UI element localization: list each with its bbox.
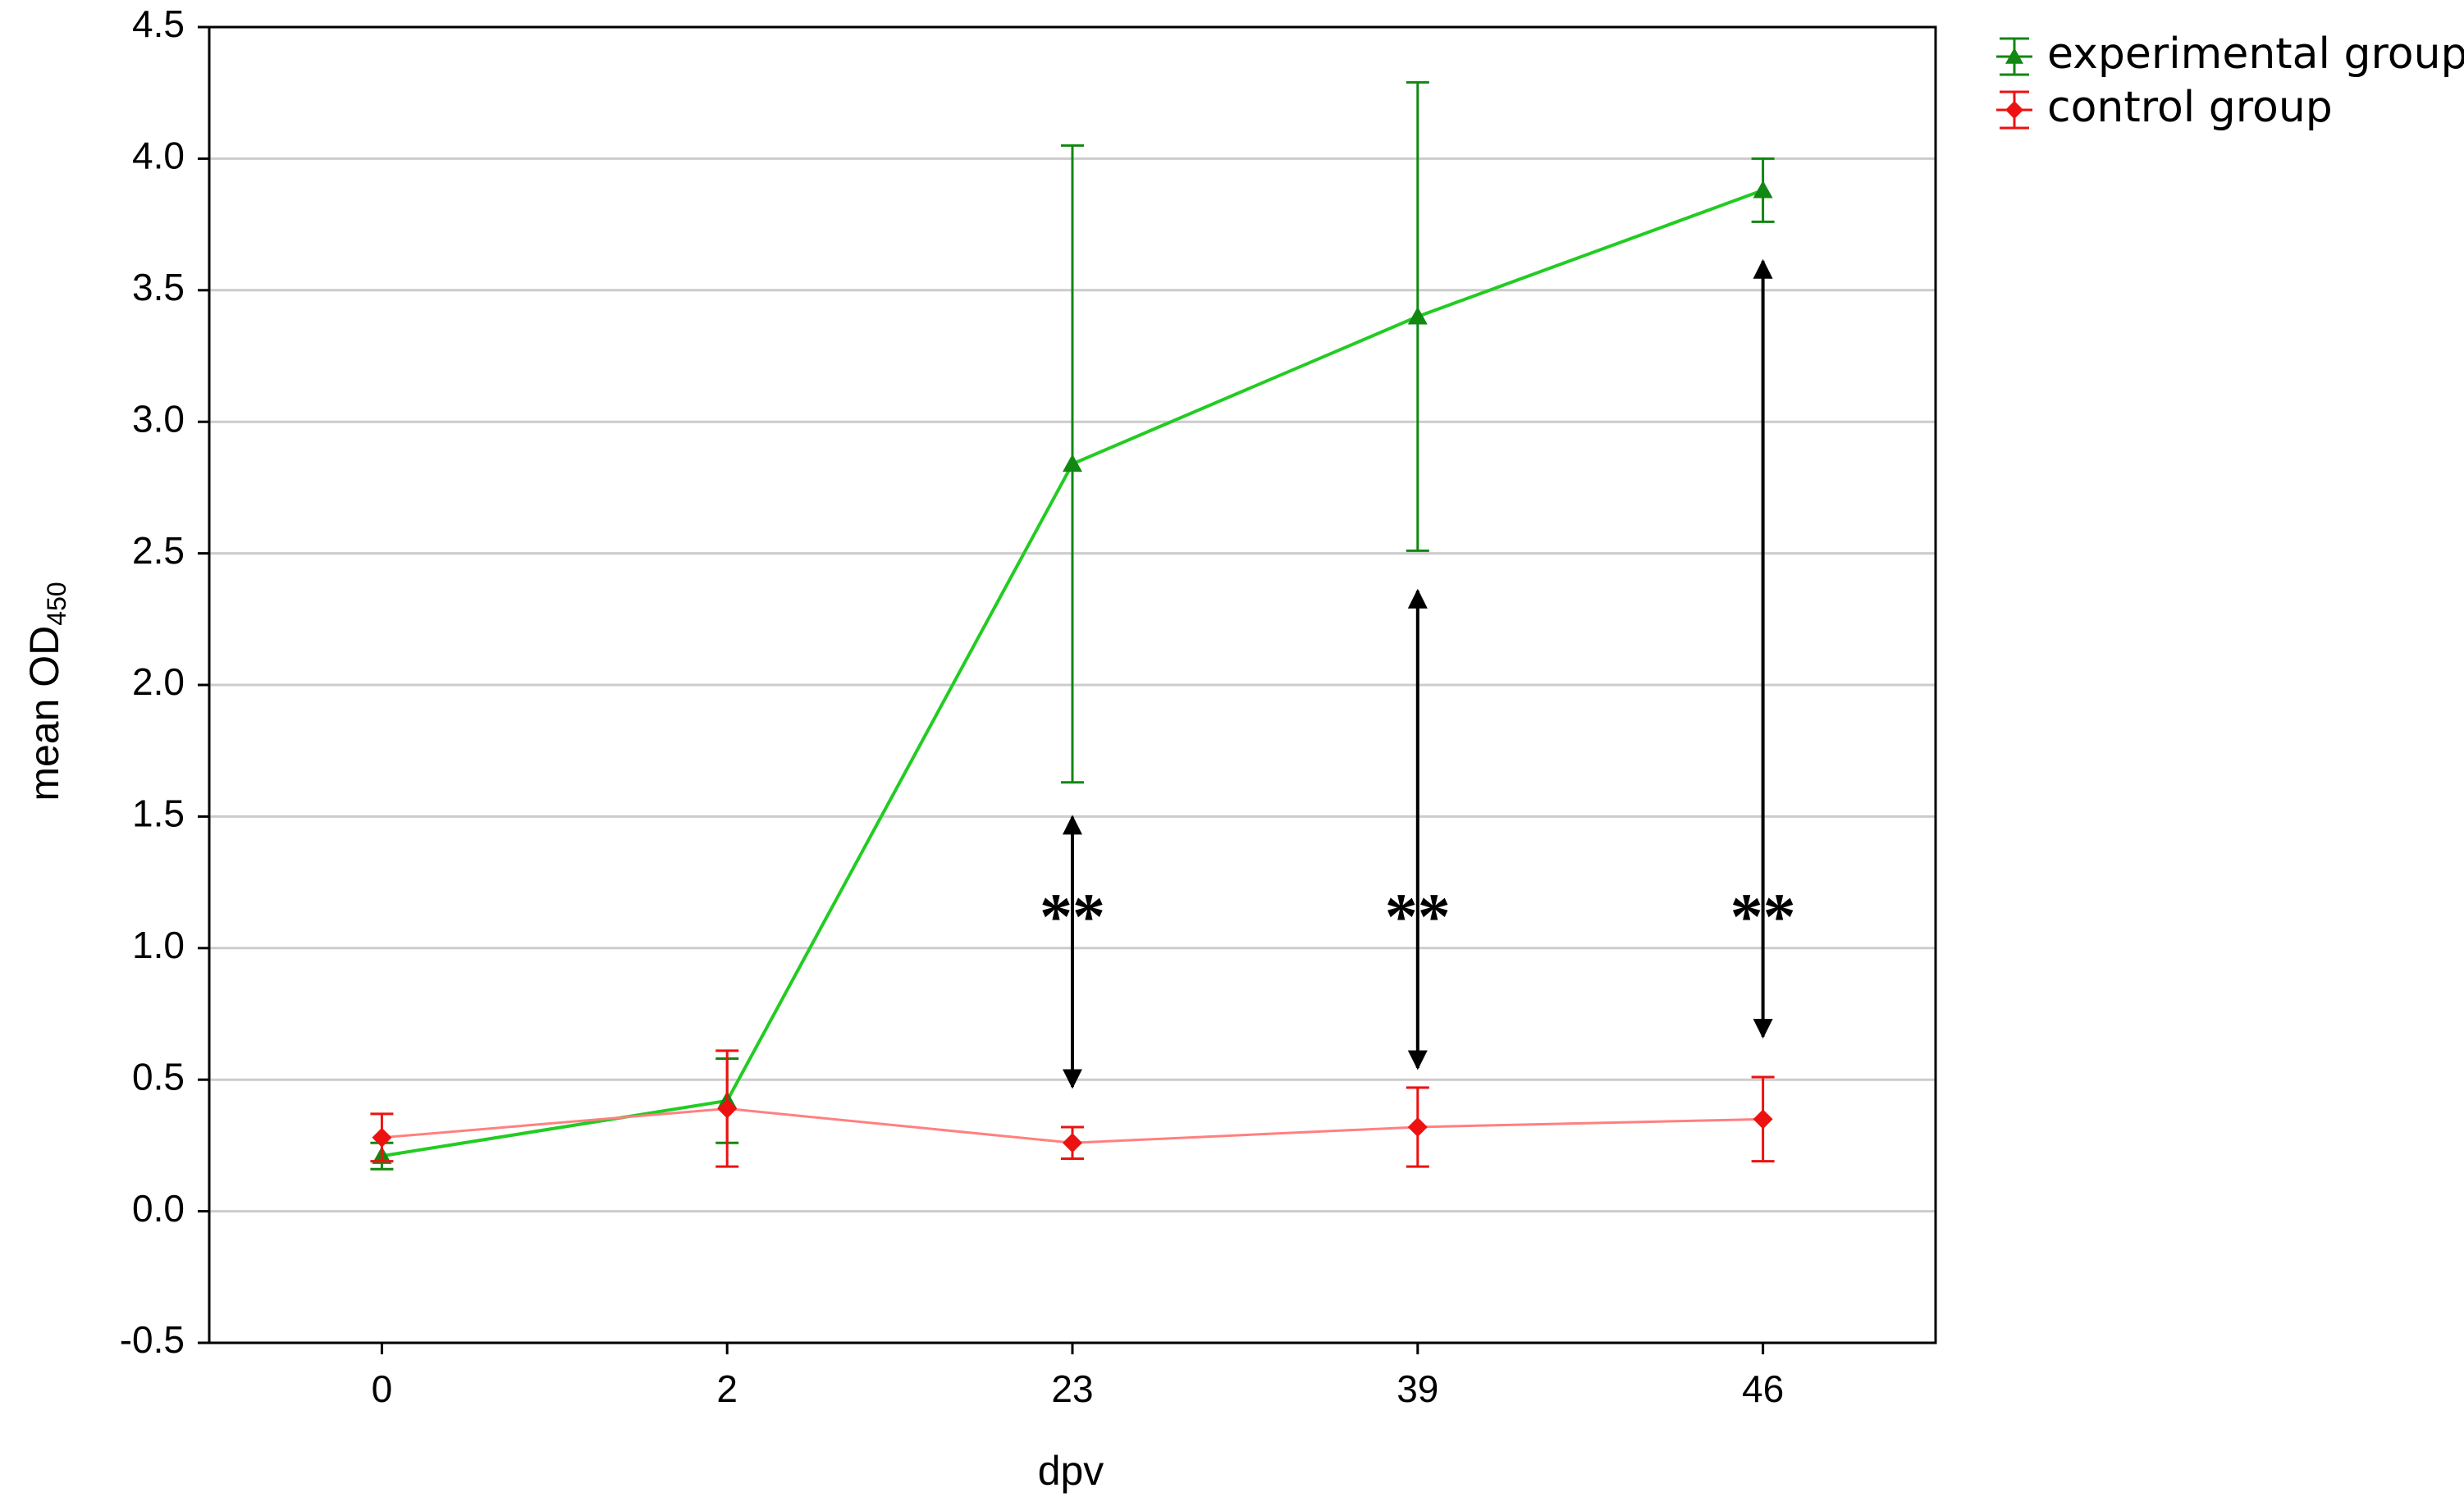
legend-label: experimental group — [2047, 30, 2464, 79]
y-tick-label: 2.0 — [132, 660, 185, 703]
data-point — [1753, 180, 1773, 199]
y-tick-label: 0.5 — [132, 1055, 185, 1098]
x-tick-label: 0 — [372, 1367, 393, 1410]
y-tick-label: 3.0 — [132, 397, 185, 440]
significance-label: ** — [1040, 881, 1105, 953]
data-point — [1063, 1133, 1082, 1153]
x-tick-label: 2 — [716, 1367, 738, 1410]
x-tick-label: 46 — [1742, 1367, 1784, 1410]
data-point — [1407, 1116, 1428, 1137]
y-tick-label: 1.0 — [132, 924, 185, 966]
data-point — [717, 1098, 738, 1119]
y-tick-label: 1.5 — [132, 792, 185, 835]
x-axis-label: dpv — [1038, 1448, 1104, 1494]
significance-label: ** — [1730, 881, 1796, 953]
y-axis-label-main: mean OD — [21, 626, 67, 801]
y-tick-label: 4.0 — [132, 135, 185, 177]
x-tick-label: 39 — [1397, 1367, 1438, 1410]
y-tick-label: 4.5 — [132, 2, 185, 45]
y-tick-label: 2.5 — [132, 529, 185, 572]
data-point — [1753, 1109, 1773, 1130]
data-point — [1407, 306, 1428, 325]
significance-label: ** — [1385, 881, 1451, 953]
y-tick-label: -0.5 — [120, 1318, 185, 1361]
legend-label: control group — [2047, 83, 2333, 132]
y-axis-label-subscript: 450 — [42, 582, 71, 625]
y-axis-label: mean OD450 — [21, 582, 71, 801]
legend-marker — [2005, 101, 2023, 119]
y-tick-label: 3.5 — [132, 266, 185, 308]
data-point — [1063, 454, 1082, 472]
x-tick-label: 23 — [1051, 1367, 1093, 1410]
legend-marker — [2005, 48, 2023, 64]
y-tick-label: 0.0 — [132, 1187, 185, 1230]
data-point — [372, 1127, 392, 1148]
